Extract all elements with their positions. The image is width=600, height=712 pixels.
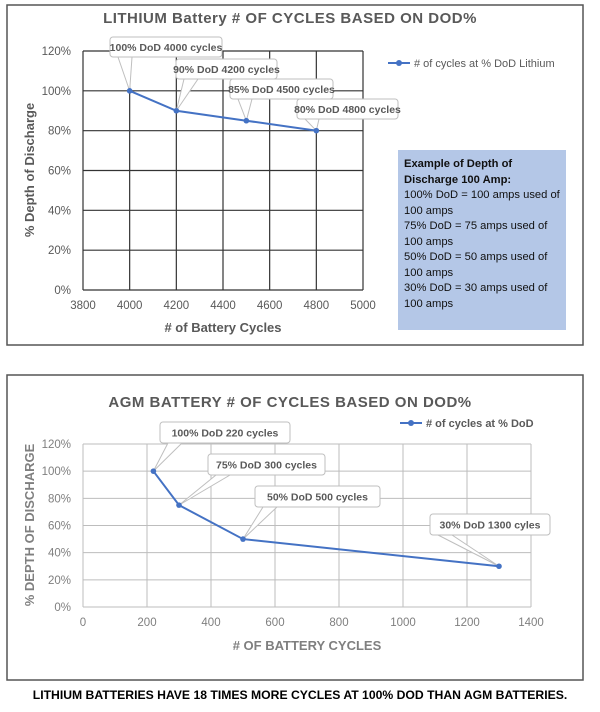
y-tick-label: 40%	[48, 205, 71, 217]
data-label: 50% DoD 500 cycles	[267, 492, 368, 504]
x-tick-label: 600	[265, 617, 284, 629]
dod-example-line: 100% DoD = 100 amps used of 100 amps	[404, 189, 560, 217]
legend-label: # of cycles at % DoD Lithium	[414, 58, 555, 70]
x-tick-label: 4000	[117, 300, 143, 312]
y-tick-label: 0%	[54, 285, 71, 297]
data-label-box	[296, 98, 399, 120]
x-tick-label: 5000	[350, 300, 376, 312]
y-tick-label: 80%	[48, 126, 71, 138]
y-axis-title: % Depth of Discharge	[22, 103, 37, 237]
data-label-box	[159, 421, 291, 444]
x-tick-label: 4200	[164, 300, 190, 312]
data-label: 85% DoD 4500 cycles	[228, 84, 335, 96]
data-label-box	[254, 485, 381, 508]
y-tick-label: 80%	[48, 493, 71, 505]
data-point	[313, 127, 320, 134]
x-tick-label: 3800	[70, 300, 96, 312]
x-tick-label: 4800	[304, 300, 330, 312]
dod-example-heading: Example of Depth of Discharge 100 Amp:	[404, 158, 513, 186]
series-line	[152, 470, 500, 568]
data-label-box	[175, 58, 278, 80]
y-axis-title: % DEPTH OF DISCHARGE	[22, 443, 37, 606]
y-tick-label: 20%	[48, 245, 71, 257]
data-label: 100% DoD 220 cycles	[172, 428, 279, 440]
x-tick-label: 4400	[210, 300, 236, 312]
x-tick-label: 1400	[518, 617, 544, 629]
footer-note: LITHIUM BATTERIES HAVE 18 TIMES MORE CYC…	[32, 688, 568, 702]
y-tick-label: 60%	[48, 521, 71, 533]
data-label: 80% DoD 4800 cycles	[294, 104, 401, 116]
dod-example-box: Example of Depth of Discharge 100 Amp: 1…	[398, 150, 566, 330]
data-label-box	[429, 513, 551, 536]
y-tick-label: 20%	[48, 575, 71, 587]
data-point	[173, 107, 180, 114]
data-label: 75% DoD 300 cycles	[216, 460, 317, 472]
x-axis-title: # of Battery Cycles	[164, 320, 281, 335]
dod-example-line: 75% DoD = 75 amps used of 100 amps	[404, 220, 548, 248]
x-tick-label: 0	[80, 617, 86, 629]
x-tick-label: 400	[201, 617, 220, 629]
x-tick-label: 800	[329, 617, 348, 629]
data-point	[150, 468, 157, 474]
x-tick-label: 200	[137, 617, 156, 629]
y-tick-label: 100%	[42, 466, 71, 478]
data-point	[176, 502, 182, 508]
data-point	[496, 563, 502, 570]
y-tick-label: 0%	[54, 602, 71, 614]
data-label-box	[207, 453, 326, 476]
y-tick-label: 120%	[42, 439, 71, 451]
x-tick-label: 1000	[390, 617, 416, 629]
legend-marker-icon	[408, 420, 414, 426]
x-tick-label: 4600	[257, 300, 283, 312]
data-point	[240, 536, 246, 542]
data-label-box	[229, 78, 334, 100]
data-label: 30% DoD 1300 cyles	[440, 520, 541, 532]
data-point	[243, 117, 250, 124]
x-tick-label: 1200	[454, 617, 480, 629]
legend-marker-icon	[396, 60, 402, 66]
dod-example-line: 50% DoD = 50 amps used of 100 amps	[404, 251, 548, 279]
x-axis-title: # OF BATTERY CYCLES	[233, 638, 382, 653]
y-tick-label: 60%	[48, 166, 71, 178]
y-tick-label: 100%	[42, 86, 71, 98]
chart-title: AGM BATTERY # OF CYCLES BASED ON DOD%	[108, 394, 471, 411]
y-tick-label: 120%	[42, 46, 71, 58]
legend-label: # of cycles at % DoD	[426, 418, 534, 430]
data-label-box	[109, 36, 223, 58]
data-label: 90% DoD 4200 cycles	[173, 64, 280, 76]
chart-title: LITHIUM Battery # OF CYCLES BASED ON DOD…	[103, 10, 477, 27]
dod-example-line: 30% DoD = 30 amps used of 100 amps	[404, 282, 548, 310]
data-point	[126, 88, 133, 94]
y-tick-label: 40%	[48, 548, 71, 560]
data-label: 100% DoD 4000 cycles	[110, 42, 223, 54]
series-line	[129, 89, 317, 132]
